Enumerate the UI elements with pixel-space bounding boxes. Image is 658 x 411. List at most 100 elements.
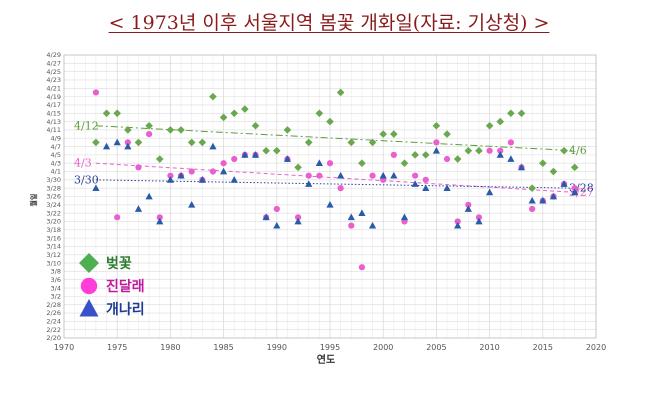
azalea-point <box>124 139 131 146</box>
cherry-point <box>209 92 217 101</box>
x-tick-label: 1975 <box>107 343 127 352</box>
forsythia-point <box>113 138 121 146</box>
forsythia-point <box>219 167 228 175</box>
azalea-point <box>209 168 217 175</box>
trend-start-label: 3/30 <box>74 173 99 186</box>
y-tick-label: 3/22 <box>46 209 61 217</box>
cherry-point <box>336 88 345 97</box>
forsythia-point <box>539 196 547 204</box>
forsythia-point <box>485 188 494 196</box>
x-tick-label: 1995 <box>320 343 340 352</box>
cherry-point <box>155 155 164 163</box>
y-tick-label: 4/27 <box>46 60 61 68</box>
forsythia-point <box>379 171 387 179</box>
cherry-point <box>411 151 419 159</box>
grid-layer <box>63 54 597 339</box>
legend-label: 벚꽃 <box>106 255 132 272</box>
cherry-point <box>166 126 175 134</box>
y-tick-label: 3/18 <box>46 226 61 234</box>
y-tick-label: 3/20 <box>46 218 61 226</box>
azalea-point <box>486 147 493 154</box>
forsythia-point <box>326 201 334 208</box>
y-tick-label: 3/12 <box>46 251 61 259</box>
forsythia-point <box>400 213 409 221</box>
y-tick-label: 4/5 <box>51 151 61 159</box>
y-tick-label: 2/24 <box>46 318 61 326</box>
forsythia-point <box>347 213 355 221</box>
cherry-point <box>485 121 494 130</box>
azalea-point <box>529 205 536 213</box>
y-tick-label: 3/6 <box>51 276 61 284</box>
legend-label: 진달래 <box>106 278 145 295</box>
y-tick-label: 4/29 <box>46 51 61 59</box>
forsythia-point <box>432 146 441 154</box>
azalea-point <box>135 164 142 171</box>
y-tick-label: 4/25 <box>46 68 61 76</box>
y-tick-label: 4/9 <box>51 134 61 142</box>
azalea-point <box>92 89 100 96</box>
cherry-point <box>219 113 228 122</box>
y-tick-label: 3/16 <box>46 234 61 242</box>
cherry-point <box>262 146 270 155</box>
cherry-point <box>304 138 313 147</box>
forsythia-point <box>156 217 164 225</box>
forsythia-point <box>475 217 483 225</box>
cherry-point <box>283 126 292 134</box>
cherry-point <box>464 146 473 155</box>
forsythia-point <box>368 221 377 229</box>
legend-marker-cherry <box>79 253 99 273</box>
cherry-point <box>496 117 505 126</box>
cherry-point <box>368 138 377 147</box>
trend-layer: 4/124/64/33/273/303/28 <box>74 119 594 199</box>
y-tick-label: 3/28 <box>46 184 61 192</box>
azalea-point <box>571 185 578 192</box>
forsythia-point <box>454 221 462 229</box>
forsythia-point <box>92 184 100 192</box>
trend-end-label: 4/6 <box>569 144 587 157</box>
cherry-point <box>539 159 547 168</box>
cherry-point <box>475 146 483 155</box>
azalea-point <box>433 139 440 146</box>
forsythia-point <box>422 184 430 192</box>
cherry-point <box>390 130 398 138</box>
cherry-point <box>570 163 579 172</box>
forsythia-point <box>273 221 281 229</box>
forsythia-point <box>337 171 345 179</box>
cherry-point <box>124 126 132 134</box>
forsythia-point <box>411 180 419 187</box>
points-layer <box>92 88 579 271</box>
y-axis-title: 월일 <box>29 194 38 207</box>
trend-line <box>95 179 575 189</box>
forsythia-point <box>507 155 515 162</box>
cherry-point <box>421 151 430 159</box>
forsythia-point <box>134 205 143 212</box>
cherry-point <box>517 109 526 118</box>
legend-marker-forsythia <box>79 299 99 317</box>
y-tick-label: 4/11 <box>46 126 61 134</box>
azalea-point <box>273 205 280 213</box>
forsythia-point <box>198 176 206 183</box>
cherry-point <box>379 130 387 138</box>
azalea-point <box>443 155 451 163</box>
forsythia-point <box>188 201 196 208</box>
cherry-point <box>560 146 568 155</box>
x-tick-label: 1990 <box>267 343 287 352</box>
chart-title: < 1973년 이후 서울지역 봄꽃 개화일(자료: 기상청) > <box>108 12 550 34</box>
azalea-point <box>454 218 461 225</box>
cherry-point <box>443 130 451 138</box>
y-tick-label: 2/28 <box>46 301 61 309</box>
azalea-point <box>412 172 419 179</box>
azalea-point <box>465 201 472 208</box>
azalea-point <box>156 214 163 221</box>
forsythia-point <box>305 180 313 187</box>
y-tick-label: 4/13 <box>46 118 61 126</box>
cherry-point <box>326 117 334 126</box>
azalea-point <box>114 214 121 221</box>
y-tick-label: 4/1 <box>51 168 61 176</box>
azalea-point <box>188 168 195 175</box>
y-tick-label: 3/26 <box>46 193 61 201</box>
cherry-point <box>113 109 121 118</box>
y-tick-label: 4/19 <box>46 93 61 101</box>
